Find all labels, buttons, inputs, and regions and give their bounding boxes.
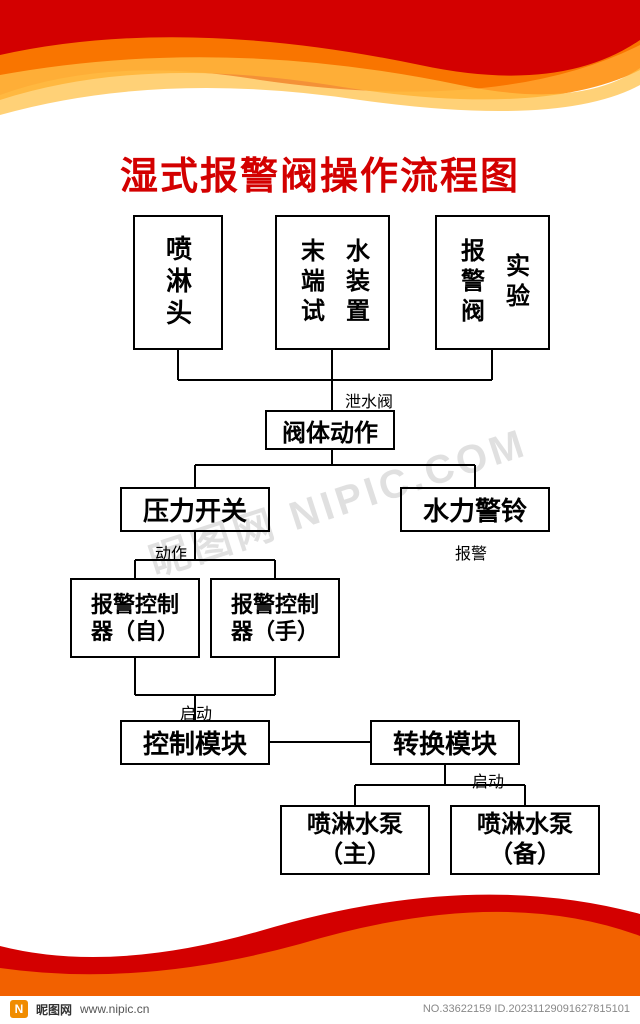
node-n2: 末端试水装置 <box>275 215 390 350</box>
node-n10: 转换模块 <box>370 720 520 765</box>
node-n6: 水力警铃 <box>400 487 550 532</box>
node-n4: 阀体动作 <box>265 410 395 450</box>
node-n8: 报警控制器（手） <box>210 578 340 658</box>
footer-meta: NO.33622159 ID.20231129091627815101 <box>423 1003 630 1015</box>
edge-label: 报警 <box>455 540 487 564</box>
edge-label: 启动 <box>180 700 212 724</box>
footer-url: www.nipic.cn <box>80 1002 149 1016</box>
bottom-decoration <box>0 876 640 996</box>
footer-logo-text: 昵图网 <box>36 1001 72 1018</box>
node-n11: 喷淋水泵（主） <box>280 805 430 875</box>
edge-label: 启动 <box>472 768 504 792</box>
page: 湿式报警阀操作流程图 喷淋头末端试水装置报警阀实验阀体动作压力开关水力警铃报警控… <box>0 0 640 1024</box>
node-n5: 压力开关 <box>120 487 270 532</box>
node-n1: 喷淋头 <box>133 215 223 350</box>
footer-logo-icon: N <box>10 1000 28 1018</box>
node-n12: 喷淋水泵（备） <box>450 805 600 875</box>
edge-label: 动作 <box>155 540 187 564</box>
top-decoration <box>0 0 640 150</box>
node-n3: 报警阀实验 <box>435 215 550 350</box>
node-n7: 报警控制器（自） <box>70 578 200 658</box>
node-n9: 控制模块 <box>120 720 270 765</box>
page-title: 湿式报警阀操作流程图 <box>0 145 640 200</box>
edge-label: 泄水阀 <box>345 388 393 412</box>
footer: N 昵图网 www.nipic.cn NO.33622159 ID.202311… <box>10 1000 630 1018</box>
